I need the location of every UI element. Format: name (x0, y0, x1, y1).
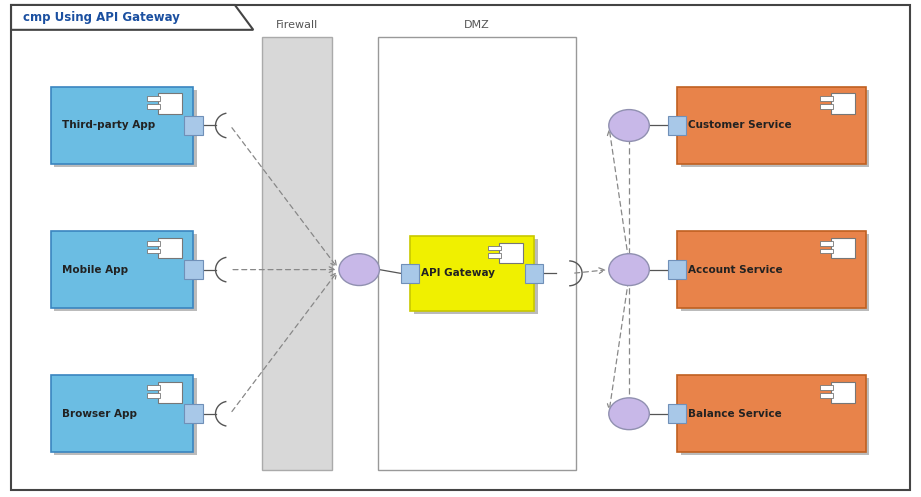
FancyBboxPatch shape (681, 378, 869, 455)
FancyBboxPatch shape (401, 264, 419, 283)
FancyBboxPatch shape (184, 405, 203, 423)
FancyBboxPatch shape (499, 243, 523, 263)
FancyBboxPatch shape (820, 385, 833, 390)
Ellipse shape (609, 109, 649, 141)
FancyBboxPatch shape (831, 93, 855, 114)
FancyBboxPatch shape (410, 236, 534, 311)
FancyBboxPatch shape (147, 248, 160, 253)
Ellipse shape (609, 253, 649, 285)
FancyBboxPatch shape (525, 264, 543, 283)
FancyBboxPatch shape (147, 104, 160, 109)
FancyBboxPatch shape (51, 375, 193, 452)
Text: Third-party App: Third-party App (62, 120, 155, 131)
FancyBboxPatch shape (158, 93, 182, 114)
FancyBboxPatch shape (820, 393, 833, 398)
FancyBboxPatch shape (668, 260, 686, 279)
FancyBboxPatch shape (488, 253, 501, 258)
FancyBboxPatch shape (820, 248, 833, 253)
FancyBboxPatch shape (488, 246, 501, 250)
FancyBboxPatch shape (378, 37, 576, 470)
FancyBboxPatch shape (54, 378, 197, 455)
FancyBboxPatch shape (147, 393, 160, 398)
Ellipse shape (609, 398, 649, 429)
Text: Account Service: Account Service (688, 264, 783, 275)
Text: Browser App: Browser App (62, 409, 136, 419)
Ellipse shape (339, 253, 379, 285)
FancyBboxPatch shape (668, 405, 686, 423)
FancyBboxPatch shape (184, 116, 203, 135)
Text: Firewall: Firewall (276, 20, 318, 30)
FancyBboxPatch shape (54, 234, 197, 311)
FancyBboxPatch shape (820, 104, 833, 109)
Text: DMZ: DMZ (464, 20, 489, 30)
FancyBboxPatch shape (668, 116, 686, 135)
Text: Mobile App: Mobile App (62, 264, 128, 275)
Text: Balance Service: Balance Service (688, 409, 782, 419)
FancyBboxPatch shape (147, 241, 160, 246)
FancyBboxPatch shape (158, 238, 182, 258)
FancyBboxPatch shape (147, 96, 160, 101)
FancyBboxPatch shape (262, 37, 332, 470)
FancyBboxPatch shape (831, 238, 855, 258)
FancyBboxPatch shape (147, 385, 160, 390)
FancyBboxPatch shape (820, 241, 833, 246)
FancyBboxPatch shape (831, 382, 855, 403)
Text: Customer Service: Customer Service (688, 120, 792, 131)
FancyBboxPatch shape (11, 5, 910, 490)
FancyBboxPatch shape (681, 234, 869, 311)
FancyBboxPatch shape (184, 260, 203, 279)
FancyBboxPatch shape (681, 90, 869, 167)
FancyBboxPatch shape (414, 239, 538, 314)
FancyBboxPatch shape (820, 96, 833, 101)
FancyBboxPatch shape (677, 87, 866, 164)
FancyBboxPatch shape (677, 231, 866, 308)
FancyBboxPatch shape (54, 90, 197, 167)
Text: API Gateway: API Gateway (421, 268, 495, 278)
FancyBboxPatch shape (158, 382, 182, 403)
FancyBboxPatch shape (51, 231, 193, 308)
Polygon shape (11, 5, 253, 30)
FancyBboxPatch shape (51, 87, 193, 164)
FancyBboxPatch shape (677, 375, 866, 452)
Text: cmp Using API Gateway: cmp Using API Gateway (23, 11, 180, 24)
